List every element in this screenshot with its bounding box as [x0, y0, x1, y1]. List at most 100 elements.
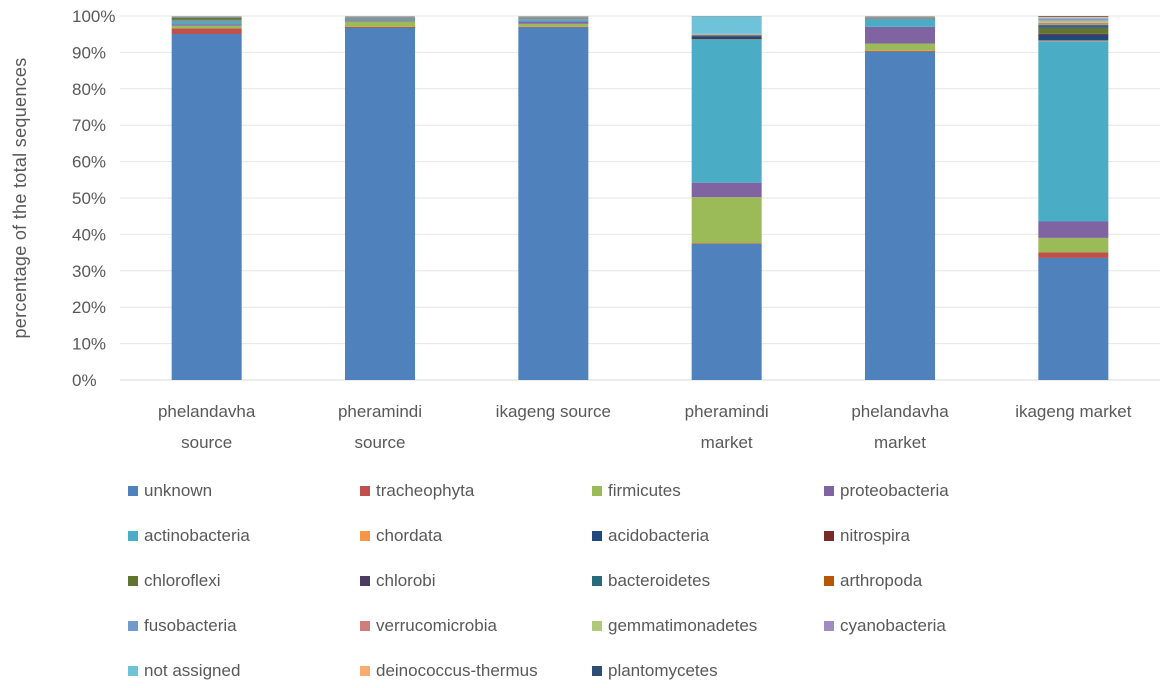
bar-segment-actinobacteria: [865, 18, 935, 27]
legend-item: tracheophyta: [360, 481, 475, 500]
bar-segment-actinobacteria: [1038, 41, 1109, 222]
bar-segment-actinobacteria: [518, 19, 589, 22]
bar-segment-proteobacteria: [345, 20, 415, 22]
bar-segment-acidobacteria: [1038, 34, 1109, 41]
legend-label: arthropoda: [840, 571, 923, 590]
x-tick-label: source: [181, 433, 232, 452]
legend-label: actinobacteria: [144, 526, 250, 545]
bar-segment-tracheophyta: [865, 50, 935, 52]
bar-segment-plantomycetes: [1038, 16, 1109, 17]
legend-swatch: [128, 666, 138, 676]
axes: 0% 10% 20% 30% 40% 50% 60% 70% 80% 90% 100% pheland…: [72, 7, 1132, 452]
legend-swatch: [128, 531, 138, 541]
legend-label: nitrospira: [840, 526, 910, 545]
bars: [171, 16, 1109, 381]
bar-segment-verrucomicrobia: [1038, 22, 1109, 25]
legend-label: fusobacteria: [144, 616, 237, 635]
legend-item: gemmatimonadetes: [592, 616, 757, 635]
bar-segment-chloroflexi: [171, 17, 242, 20]
bar-segment-fusobacteria: [1038, 24, 1109, 25]
bar-segment-firmicutes: [518, 23, 589, 27]
y-tick-label: 40%: [72, 225, 106, 244]
bar-segment-tracheophyta: [345, 26, 415, 28]
legend-swatch: [128, 576, 138, 586]
y-tick-label: 70%: [72, 116, 106, 135]
legend-swatch: [360, 621, 370, 631]
bar-segment-firmicutes: [345, 21, 415, 27]
bar-segment-unknown: [865, 51, 935, 381]
legend-label: not assigned: [144, 661, 240, 680]
bar-segment-unknown: [1038, 257, 1109, 380]
y-tick-label: 90%: [72, 43, 106, 62]
bar-segment-acidobacteria: [691, 36, 762, 40]
bar-segment-unknown: [171, 33, 242, 380]
x-tick-label: market: [874, 433, 926, 452]
legend-item: not assigned: [128, 661, 240, 680]
legend-label: chlorobi: [376, 571, 436, 590]
bar-segment-firmicutes: [171, 25, 242, 29]
legend-swatch: [824, 486, 834, 496]
legend-label: plantomycetes: [608, 661, 718, 680]
bar-segment-chordata: [1038, 40, 1109, 42]
legend-swatch: [360, 531, 370, 541]
legend-item: proteobacteria: [824, 481, 949, 500]
gridlines: [120, 15, 1160, 381]
legend-item: deinococcus-thermus: [360, 661, 538, 680]
bar-segment-bacteroidetes: [1038, 25, 1109, 28]
x-tick-label: ikageng market: [1015, 402, 1132, 421]
y-axis-label: percentage of the total sequences: [10, 57, 30, 338]
legend-label: chordata: [376, 526, 443, 545]
bar-segment-gemmatimonadetes: [1038, 20, 1109, 23]
bar-segment-proteobacteria: [171, 24, 242, 26]
bar-segment-nitrospira: [1038, 33, 1109, 35]
bar-segment-not-assigned: [1038, 17, 1109, 19]
y-tick-label: 50%: [72, 189, 106, 208]
legend-item: arthropoda: [824, 571, 923, 590]
legend-label: verrucomicrobia: [376, 616, 497, 635]
y-tick-label: 10%: [72, 335, 106, 354]
bar-segment-unknown: [518, 27, 589, 381]
bar-segment-tracheophyta: [518, 26, 589, 28]
bar-segment-unknown: [691, 243, 762, 380]
legend-item: verrucomicrobia: [360, 616, 497, 635]
legend-label: acidobacteria: [608, 526, 710, 545]
bar-segment-proteobacteria: [691, 182, 762, 198]
x-tick-label: ikageng source: [496, 402, 611, 421]
x-tick-label: source: [354, 433, 405, 452]
legend-item: firmicutes: [592, 481, 681, 500]
x-tick-label: pheramindi: [338, 402, 422, 421]
legend-label: gemmatimonadetes: [608, 616, 757, 635]
legend-item: chloroflexi: [128, 571, 221, 590]
x-tick-label: pheramindi: [685, 402, 769, 421]
bar-segment-proteobacteria: [865, 26, 935, 44]
y-tick-label: 20%: [72, 298, 106, 317]
legend-item: fusobacteria: [128, 616, 237, 635]
bar-segment-firmicutes: [865, 43, 935, 51]
legend-label: tracheophyta: [376, 481, 475, 500]
legend-swatch: [592, 531, 602, 541]
y-tick-label: 100%: [72, 7, 115, 26]
legend-item: nitrospira: [824, 526, 910, 545]
legend-item: acidobacteria: [592, 526, 710, 545]
legend-label: proteobacteria: [840, 481, 949, 500]
legend-item: actinobacteria: [128, 526, 250, 545]
legend-item: bacteroidetes: [592, 571, 710, 590]
legend-swatch: [128, 486, 138, 496]
y-tick-label: 0%: [72, 371, 97, 390]
legend-label: chloroflexi: [144, 571, 221, 590]
x-tick-label: market: [701, 433, 753, 452]
legend-swatch: [360, 576, 370, 586]
legend-item: unknown: [128, 481, 212, 500]
bar-segment-unknown: [345, 27, 415, 380]
legend-item: plantomycetes: [592, 661, 718, 680]
bar-segment-actinobacteria: [345, 18, 415, 21]
legend-label: deinococcus-thermus: [376, 661, 538, 680]
legend-label: firmicutes: [608, 481, 681, 500]
legend-item: chlorobi: [360, 571, 436, 590]
x-tick-label: phelandavha: [851, 402, 949, 421]
legend-swatch: [360, 666, 370, 676]
bar-segment-chloroflexi: [1038, 28, 1109, 34]
bar-segment-actinobacteria: [691, 39, 762, 183]
